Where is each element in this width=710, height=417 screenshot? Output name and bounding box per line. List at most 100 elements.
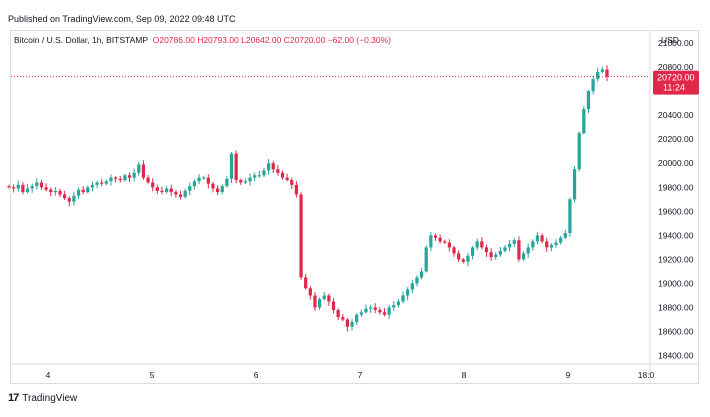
candle-body	[494, 254, 498, 258]
candle-body	[271, 163, 275, 170]
price-tick-label: 20800.00	[658, 62, 694, 72]
candle-body	[104, 181, 108, 184]
candle-body	[336, 309, 340, 318]
time-tick-label: 18:0	[638, 370, 655, 380]
time-tick-label: 5	[150, 370, 155, 380]
candle-body	[424, 247, 428, 272]
time-axis: 4 5 6 7 8 9 18:0	[46, 370, 655, 380]
change-value: −62.00 (−0.30%)	[327, 35, 392, 45]
candle-body	[81, 189, 85, 193]
candle-body	[364, 308, 368, 313]
candle-body	[461, 259, 465, 262]
candle-body	[317, 299, 322, 308]
candle-body	[151, 182, 155, 188]
candle-body	[605, 69, 609, 77]
chart-frame[interactable]	[10, 30, 699, 384]
candle-body	[160, 190, 164, 193]
candle-body	[25, 188, 30, 193]
candle-body	[447, 242, 452, 248]
time-tick-label: 7	[358, 370, 363, 380]
price-tick-label: 20200.00	[658, 134, 694, 144]
last-price-label: 20720.00	[657, 73, 695, 83]
candle-body	[174, 192, 178, 195]
candle-body	[132, 172, 136, 178]
candle-body	[192, 181, 197, 187]
candle-body	[146, 177, 150, 183]
candle-body	[225, 178, 229, 187]
candle-body	[202, 177, 206, 179]
candle-body	[410, 283, 414, 290]
open-value: O20786.00	[152, 35, 195, 45]
candle-body	[508, 243, 512, 248]
candle-body	[285, 177, 289, 181]
candle-body	[419, 271, 424, 278]
candle-body	[577, 133, 581, 170]
candle-body	[164, 188, 169, 193]
candle-body	[44, 187, 48, 190]
candle-body	[16, 184, 20, 189]
candle-body	[535, 235, 540, 242]
candle-body	[7, 186, 11, 188]
candle-body	[489, 252, 493, 258]
candle-body	[406, 289, 410, 296]
price-tick-label: 20000.00	[658, 158, 694, 168]
time-tick-label: 8	[462, 370, 467, 380]
candle-body	[95, 182, 99, 185]
currency-label[interactable]: USD	[661, 35, 679, 45]
candle-body	[373, 307, 377, 310]
candle-body	[433, 235, 438, 238]
price-axis: 18400.00 18600.00 18800.00 19000.00 19200.00…	[11, 30, 698, 384]
last-price-badge	[653, 70, 699, 95]
candle-body	[503, 247, 507, 251]
candle-body	[378, 309, 382, 313]
candle-body	[53, 190, 57, 193]
candle-body	[243, 181, 248, 183]
candle-body	[197, 177, 201, 182]
candle-body	[211, 183, 215, 189]
candle-body	[382, 312, 387, 315]
candle-body	[262, 170, 266, 176]
candle-body	[308, 288, 312, 296]
candle-body	[127, 175, 132, 178]
time-tick-label: 9	[566, 370, 571, 380]
candle-body	[229, 153, 234, 179]
candle-body	[313, 295, 317, 308]
candle-body	[39, 182, 44, 188]
candle-body	[415, 277, 419, 284]
price-tick-label: 21000.00	[658, 38, 694, 48]
candle-body	[113, 177, 118, 179]
candle-body	[549, 244, 553, 248]
candle-body	[90, 184, 95, 188]
tradingview-logo[interactable]: 17 TradingView	[8, 392, 77, 404]
candle-body	[12, 187, 16, 189]
candle-body	[517, 240, 521, 260]
candle-body	[290, 180, 294, 185]
candle-body	[512, 240, 516, 244]
candle-body	[253, 175, 257, 178]
price-tick-label: 19400.00	[658, 230, 694, 240]
candle-body	[155, 187, 159, 191]
candle-body	[355, 314, 359, 322]
price-tick-label: 18800.00	[658, 302, 694, 312]
candle-body	[234, 153, 238, 181]
candle-body	[596, 71, 600, 80]
candle-body	[76, 189, 81, 196]
candle-body	[480, 241, 484, 248]
price-tick-label: 20400.00	[658, 110, 694, 120]
candle-body	[30, 186, 34, 189]
candle-body	[396, 301, 401, 306]
tradingview-brand: TradingView	[22, 392, 78, 404]
chart-legend: Bitcoin / U.S. Dollar, 1h, BITSTAMP O207…	[14, 35, 391, 45]
candle-body	[586, 91, 591, 110]
candle-body	[554, 242, 558, 245]
candle-body	[304, 277, 308, 289]
candle-body	[248, 177, 252, 182]
low-value: L20642.00	[241, 35, 282, 45]
candle-body	[392, 305, 396, 308]
candle-body	[266, 163, 271, 171]
candle-body	[545, 241, 549, 248]
candle-body	[280, 172, 285, 178]
candle-body	[568, 199, 572, 233]
candle-body	[331, 301, 336, 310]
